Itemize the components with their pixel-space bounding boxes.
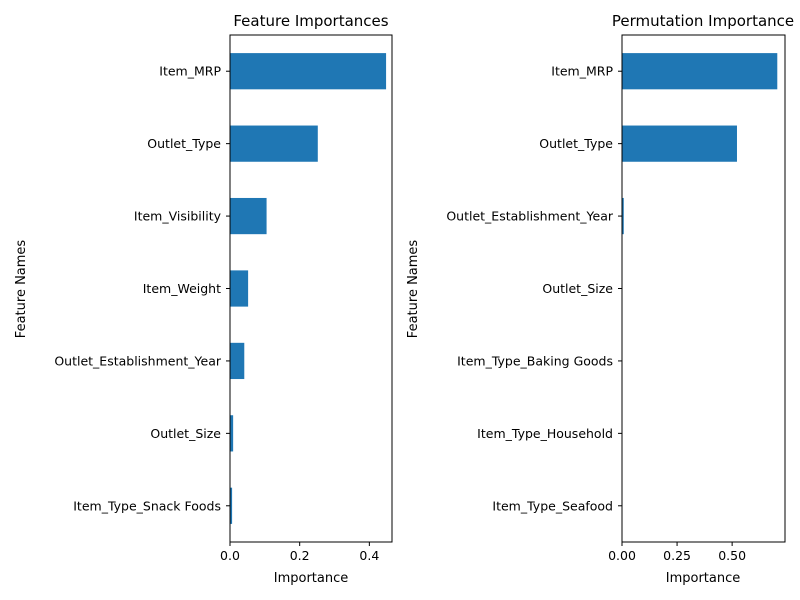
y-axis-label: Feature Names: [14, 240, 29, 339]
permutation-importance-panel: Permutation Importance Feature Names Imp…: [406, 12, 794, 586]
y-tick-label: Item_Type_Seafood: [492, 498, 613, 513]
bar: [230, 342, 245, 380]
feature-importances-panel: Feature Importances Feature Names Import…: [14, 12, 393, 586]
bar: [622, 197, 624, 235]
y-tick-label: Item_Weight: [143, 281, 221, 296]
y-tick-label: Item_MRP: [551, 64, 613, 79]
chart-title: Permutation Importance: [612, 12, 794, 30]
x-axis-label: Importance: [666, 571, 741, 586]
y-tick-label: Item_MRP: [159, 64, 221, 79]
y-tick-label: Outlet_Establishment_Year: [446, 209, 614, 224]
x-axis-label: Importance: [274, 571, 349, 586]
bar: [230, 415, 234, 452]
axes-frame: [229, 34, 393, 543]
bar: [622, 125, 737, 162]
y-tick-label: Outlet_Type: [539, 136, 613, 151]
y-tick-label: Outlet_Establishment_Year: [54, 353, 222, 368]
axes-frame: [621, 34, 786, 543]
bar: [230, 487, 233, 524]
x-tick-label: 0.00: [608, 548, 636, 563]
y-axis-label: Feature Names: [406, 240, 421, 339]
x-tick-label: 0.0: [220, 548, 240, 563]
bar: [622, 53, 778, 90]
x-tick-label: 0.4: [359, 548, 379, 563]
x-tick-label: 0.25: [663, 548, 691, 563]
x-tick-label: 0.2: [290, 548, 310, 563]
bar: [230, 270, 249, 307]
bar: [230, 197, 267, 235]
bar: [230, 125, 318, 162]
y-tick-label: Item_Type_Baking Goods: [457, 353, 613, 368]
y-tick-label: Item_Type_Household: [477, 426, 613, 441]
y-tick-label: Outlet_Type: [147, 136, 221, 151]
y-tick-label: Item_Type_Snack Foods: [73, 498, 221, 513]
y-tick-label: Outlet_Size: [150, 426, 221, 441]
bar: [230, 53, 387, 90]
y-tick-label: Outlet_Size: [542, 281, 613, 296]
y-tick-label: Item_Visibility: [134, 209, 222, 224]
chart-title: Feature Importances: [233, 12, 388, 30]
x-tick-label: 0.50: [718, 548, 746, 563]
